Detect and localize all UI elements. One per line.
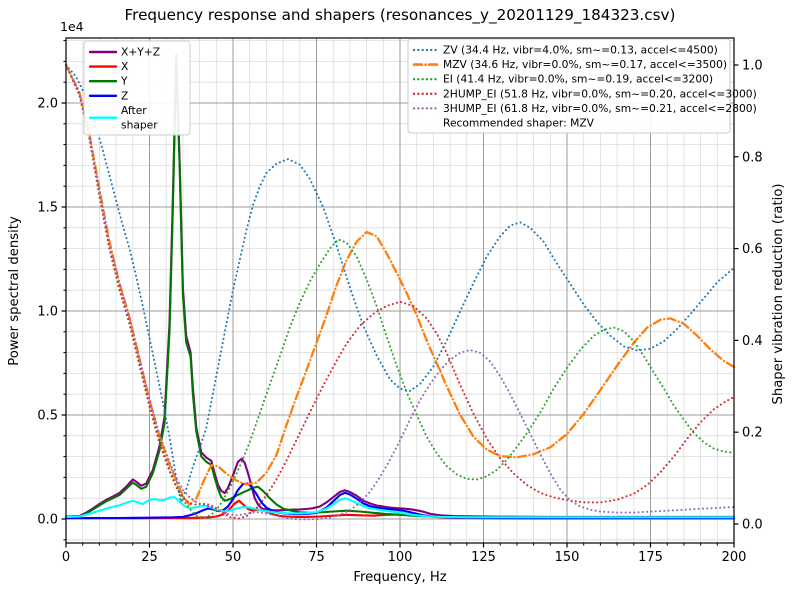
series-after_shaper-line xyxy=(64,496,736,519)
y-right-tick-label: 1.0 xyxy=(742,58,763,73)
x-tick-label: 0 xyxy=(62,550,70,565)
legend-label-z: Z xyxy=(121,89,128,102)
tick-layer: 0 25 50 75 100 125 150 175 200 0.0 0.5 1.0 1.5 2.0 0.0… xyxy=(37,40,763,565)
y-left-tick-label: 2.0 xyxy=(37,96,58,111)
y-left-tick-label: 1.0 xyxy=(37,304,58,319)
x-tick-label: 125 xyxy=(471,550,496,565)
legend-label-xyz: X+Y+Z xyxy=(121,46,160,59)
y-right-axis-label: Shaper vibration reduction (ratio) xyxy=(771,183,786,404)
y-left-tick-label: 0.5 xyxy=(37,408,58,423)
y-right-tick-label: 0.6 xyxy=(742,242,763,257)
series-3hump_ei-line xyxy=(65,64,735,521)
chart-title: Frequency response and shapers (resonanc… xyxy=(125,6,676,25)
legend-label-after_shaper: shaper xyxy=(121,119,158,132)
y-right-tick-label: 0.2 xyxy=(742,426,763,441)
legend-label-y: Y xyxy=(120,75,128,88)
series-zv-line xyxy=(65,64,735,503)
legend-label-x: X xyxy=(121,60,128,73)
y-right-tick-label: 0.8 xyxy=(742,150,763,165)
y-right-tick-label: 0.4 xyxy=(742,334,763,349)
x-tick-label: 50 xyxy=(225,550,242,565)
series-2hump_ei-line xyxy=(65,64,735,520)
x-tick-label: 150 xyxy=(555,550,580,565)
legend-label-mzv: MZV (34.6 Hz, vibr=0.0%, sm~=0.17, accel… xyxy=(443,58,727,71)
series-mzv-line xyxy=(64,63,736,506)
legend-label-zv: ZV (34.4 Hz, vibr=4.0%, sm~=0.13, accel<… xyxy=(443,44,718,57)
y-right-tick-label: 0.0 xyxy=(742,517,763,532)
shaper-legend: ZV (34.4 Hz, vibr=4.0%, sm~=0.13, accel<… xyxy=(407,38,757,134)
x-tick-label: 175 xyxy=(638,550,663,565)
y-left-axis-label: Power spectral density xyxy=(7,216,22,366)
legend-label-after_shaper: After xyxy=(121,104,147,117)
x-tick-label: 75 xyxy=(308,550,325,565)
legend-label-ei: EI (41.4 Hz, vibr=0.0%, sm~=0.19, accel<… xyxy=(443,73,713,86)
legend-label-2hump_ei: 2HUMP_EI (51.8 Hz, vibr=0.0%, sm~=0.20, … xyxy=(443,87,757,100)
series-layer xyxy=(64,54,736,521)
x-tick-label: 200 xyxy=(722,550,747,565)
y-left-tick-label: 1.5 xyxy=(37,200,58,215)
shaper-legend-footer: Recommended shaper: MZV xyxy=(443,117,595,130)
y-left-offset-text: 1e4 xyxy=(60,19,84,34)
x-axis-label: Frequency, Hz xyxy=(353,570,446,585)
legend-label-3hump_ei: 3HUMP_EI (61.8 Hz, vibr=0.0%, sm~=0.21, … xyxy=(443,102,757,115)
y-left-tick-label: 0.0 xyxy=(37,512,58,527)
series-xyz-line xyxy=(64,54,736,518)
x-tick-label: 25 xyxy=(141,550,158,565)
psd-legend-box xyxy=(83,40,191,136)
series-y-line xyxy=(64,58,736,519)
series-ei-line xyxy=(65,64,735,519)
shaper-legend-box xyxy=(407,38,731,134)
x-tick-label: 100 xyxy=(388,550,413,565)
